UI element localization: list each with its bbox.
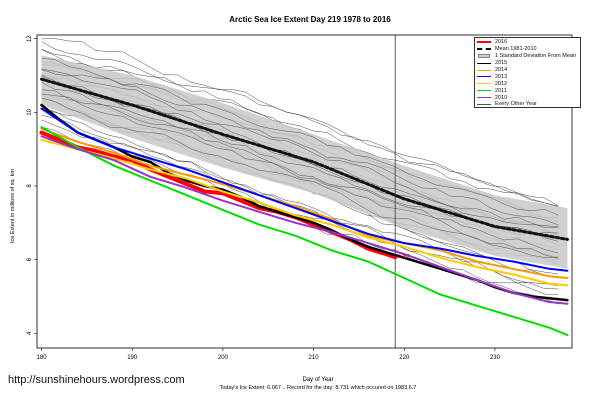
chart-title: Arctic Sea Ice Extent Day 219 1978 to 20… — [229, 15, 391, 24]
legend-item: 2016 — [477, 39, 578, 46]
y-tick-label: 6 — [27, 257, 33, 261]
series-line-2011 — [40, 126, 569, 337]
legend-label: 2016 — [495, 39, 508, 46]
x-axis-label: Day of Year — [302, 377, 333, 383]
legend-swatch — [477, 69, 491, 71]
x-tick-label: 220 — [399, 355, 410, 361]
y-tick-label: 4 — [27, 331, 33, 335]
legend-item: 2015 — [477, 60, 578, 67]
legend-label: 2014 — [495, 67, 508, 73]
y-axis-label: Ice Extent in millions of sq. km — [10, 169, 16, 243]
legend-swatch — [477, 83, 491, 85]
legend-item: 2014 — [477, 67, 578, 74]
band-year-line — [41, 68, 559, 228]
series-line-2012 — [40, 138, 569, 287]
series-line-2014 — [40, 127, 569, 279]
legend-item: 2013 — [477, 73, 578, 80]
watermark-url: http://sunshinehours.wordpress.com — [8, 374, 185, 386]
y-tick-label: 10 — [27, 108, 33, 115]
plot-content: 6.067 — [39, 35, 569, 348]
series-line-2013 — [40, 107, 569, 272]
x-tick-label: 180 — [37, 355, 48, 361]
series-line-2010 — [40, 135, 569, 305]
legend-label: 2015 — [495, 60, 508, 67]
legend-swatch — [477, 97, 491, 99]
background-year-line — [41, 38, 559, 207]
legend-label: 2012 — [495, 80, 508, 87]
y-tick-label: 8 — [27, 184, 33, 188]
background-year-line — [41, 109, 559, 290]
legend: 2016 Mean 1981-2010 1 Standard Deviation F… — [474, 37, 581, 108]
legend-swatch — [478, 54, 490, 59]
x-tick-label: 230 — [490, 355, 501, 361]
legend-item: 1 Standard Deviation From Mean — [477, 53, 578, 60]
legend-label: 1 Standard Deviation From Mean — [495, 53, 577, 60]
legend-label: Every Other Year — [495, 101, 537, 108]
legend-item: 2011 — [477, 87, 578, 94]
plot-area: 6.067 — [39, 35, 569, 348]
legend-label: Mean 1981-2010 — [495, 46, 537, 53]
plot-frame — [36, 34, 573, 349]
legend-item: Mean 1981-2010 — [477, 46, 578, 53]
band-year-line — [41, 97, 559, 259]
axes: 180 190 200 210 220 230 4 6 8 10 12 — [27, 35, 501, 361]
legend-item: 2012 — [477, 80, 578, 87]
x-tick-label: 210 — [309, 355, 320, 361]
background-year-line — [41, 119, 559, 286]
footer-note: Today's Ice Extent: 6.067 .. Record for … — [220, 385, 417, 391]
legend-label: 2011 — [495, 87, 507, 94]
band-year-line — [41, 89, 559, 254]
legend-swatch — [477, 76, 491, 78]
legend-item: 2010 — [477, 94, 578, 101]
legend-swatch — [477, 62, 491, 64]
band-year-line — [41, 69, 559, 226]
band-year-line — [41, 58, 559, 216]
legend-swatch — [477, 103, 491, 105]
legend-label: 2010 — [495, 94, 508, 101]
current-value-label: 6.067 — [397, 254, 410, 260]
legend-swatch — [477, 48, 491, 51]
background-year-line — [41, 114, 559, 296]
x-tick-label: 200 — [218, 355, 229, 361]
std-deviation-band — [41, 55, 568, 269]
legend-item: Every Other Year — [477, 101, 578, 108]
band-year-line — [41, 93, 559, 258]
series-line-mean-1981-2010 — [40, 77, 569, 241]
legend-swatch — [477, 90, 491, 92]
y-tick-label: 12 — [27, 35, 33, 42]
background-year-line — [41, 49, 559, 207]
legend-label: 2013 — [495, 73, 508, 80]
x-tick-label: 190 — [127, 355, 138, 361]
legend-swatch — [477, 41, 491, 44]
